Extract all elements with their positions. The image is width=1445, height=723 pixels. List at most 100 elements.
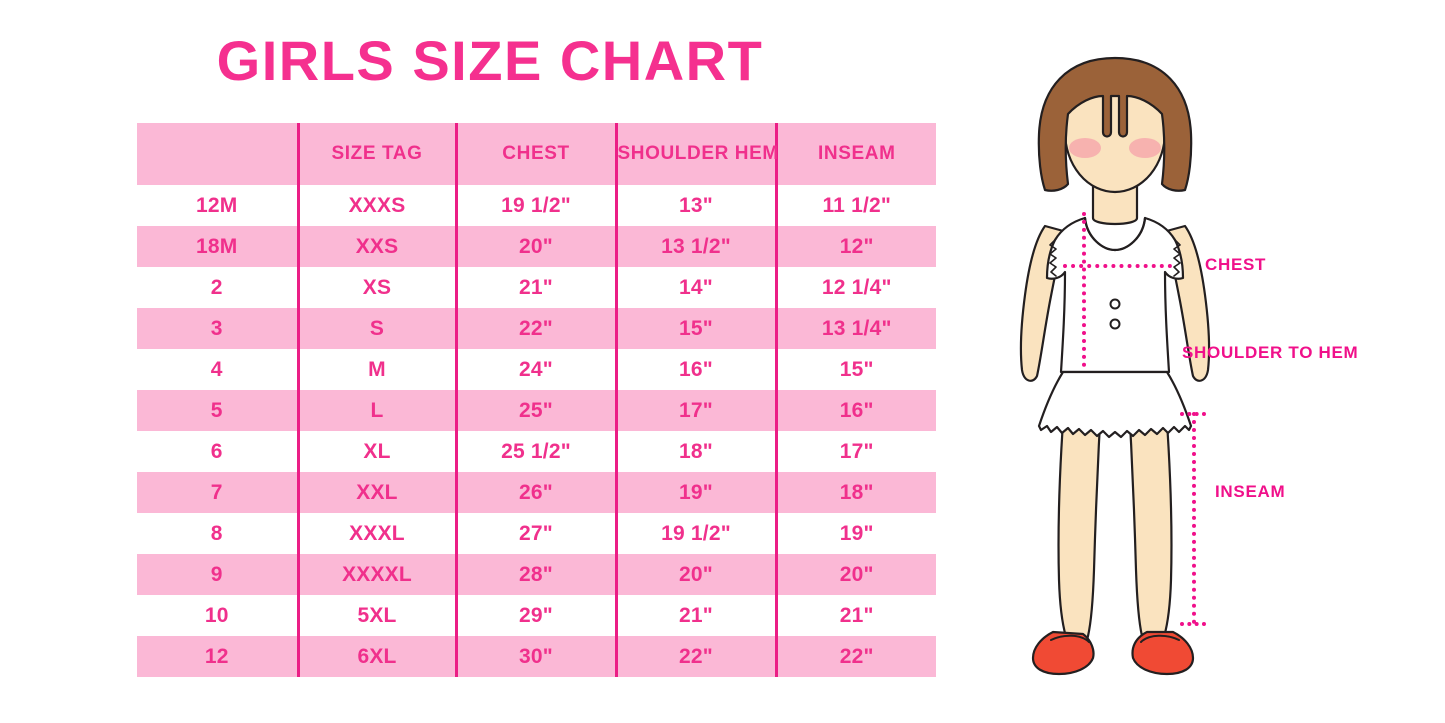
- column-header-chest: CHEST: [454, 123, 616, 185]
- cell-chest: 25 1/2": [454, 431, 616, 472]
- cell-inseam: 12": [774, 226, 936, 267]
- cell-size: 12M: [137, 185, 298, 226]
- table-row: 7 XXL 26" 19" 18": [137, 472, 936, 513]
- shoulder-to-hem-measure-guide: [1082, 212, 1086, 367]
- girl-illustration: [975, 40, 1255, 680]
- table-row: 3 S 22" 15" 13 1/4": [137, 308, 936, 349]
- shoulder-to-hem-measure-label: SHOULDER TO HEM: [1182, 343, 1359, 362]
- cell-inseam: 17": [774, 431, 936, 472]
- table-row: 6 XL 25 1/2" 18" 17": [137, 431, 936, 472]
- cell-shoulder-hem: 17": [614, 390, 776, 431]
- cell-shoulder-hem: 13": [614, 185, 776, 226]
- table-row: 10 5XL 29" 21" 21": [137, 595, 936, 636]
- table-header-row: SIZE TAG CHEST SHOULDER HEM INSEAM: [137, 123, 936, 185]
- shoe-right-shape: [1131, 630, 1195, 676]
- blush-right-icon: [1129, 138, 1161, 158]
- shoe-left-strap: [1050, 634, 1090, 643]
- cell-chest: 30": [454, 636, 616, 677]
- cell-inseam: 12 1/4": [774, 267, 936, 308]
- cell-shoulder-hem: 19 1/2": [614, 513, 776, 554]
- cell-inseam: 11 1/2": [774, 185, 936, 226]
- table-row: 9 XXXXL 28" 20" 20": [137, 554, 936, 595]
- cell-size-tag: XXS: [296, 226, 456, 267]
- cell-inseam: 15": [774, 349, 936, 390]
- cell-size-tag: XXXXL: [296, 554, 456, 595]
- cell-size-tag: S: [296, 308, 456, 349]
- cell-shoulder-hem: 13 1/2": [614, 226, 776, 267]
- sleeve-ruffle-left: [1049, 239, 1057, 277]
- table-body: 12M XXXS 19 1/2" 13" 11 1/2" 18M XXS 20" 13 1/2"…: [137, 185, 936, 677]
- cell-size-tag: M: [296, 349, 456, 390]
- table-row: 2 XS 21" 14" 12 1/4": [137, 267, 936, 308]
- cell-size: 4: [137, 349, 298, 390]
- cell-shoulder-hem: 16": [614, 349, 776, 390]
- inseam-measure-guide: [1192, 412, 1196, 624]
- button-bottom-icon: [1109, 318, 1121, 330]
- cell-chest: 19 1/2": [454, 185, 616, 226]
- cell-size: 12: [137, 636, 298, 677]
- cell-size: 10: [137, 595, 298, 636]
- cell-chest: 22": [454, 308, 616, 349]
- table-row: 12M XXXS 19 1/2" 13" 11 1/2": [137, 185, 936, 226]
- column-header-size: [137, 123, 298, 185]
- shoe-right-strap: [1140, 634, 1180, 643]
- button-top-icon: [1109, 298, 1121, 310]
- cell-chest: 28": [454, 554, 616, 595]
- cell-size: 3: [137, 308, 298, 349]
- cell-chest: 27": [454, 513, 616, 554]
- table-row: 4 M 24" 16" 15": [137, 349, 936, 390]
- cell-inseam: 18": [774, 472, 936, 513]
- cell-inseam: 21": [774, 595, 936, 636]
- cell-shoulder-hem: 20": [614, 554, 776, 595]
- sleeve-ruffle-right: [1173, 239, 1181, 277]
- inseam-measure-guide-top-tick: [1180, 412, 1206, 416]
- blouse-shape: [1045, 216, 1185, 374]
- cell-size: 18M: [137, 226, 298, 267]
- cell-size-tag: XXXL: [296, 513, 456, 554]
- cell-inseam: 20": [774, 554, 936, 595]
- cell-inseam: 13 1/4": [774, 308, 936, 349]
- cell-size: 8: [137, 513, 298, 554]
- cell-chest: 29": [454, 595, 616, 636]
- cell-size-tag: 6XL: [296, 636, 456, 677]
- cell-shoulder-hem: 14": [614, 267, 776, 308]
- size-chart-table: SIZE TAG CHEST SHOULDER HEM INSEAM 12M XX…: [137, 123, 936, 677]
- cell-size-tag: XXL: [296, 472, 456, 513]
- cell-size-tag: XL: [296, 431, 456, 472]
- cell-size: 5: [137, 390, 298, 431]
- cell-inseam: 16": [774, 390, 936, 431]
- cell-size: 9: [137, 554, 298, 595]
- table-row: 18M XXS 20" 13 1/2" 12": [137, 226, 936, 267]
- hair-shape: [1037, 56, 1193, 192]
- cell-chest: 26": [454, 472, 616, 513]
- column-header-shoulder-hem: SHOULDER HEM: [614, 123, 778, 185]
- cell-size-tag: L: [296, 390, 456, 431]
- cell-chest: 21": [454, 267, 616, 308]
- cell-size-tag: 5XL: [296, 595, 456, 636]
- cell-size-tag: XS: [296, 267, 456, 308]
- page-title: GIRLS SIZE CHART: [216, 29, 764, 92]
- cell-chest: 25": [454, 390, 616, 431]
- inseam-measure-label: INSEAM: [1215, 482, 1286, 501]
- cell-shoulder-hem: 21": [614, 595, 776, 636]
- cell-shoulder-hem: 19": [614, 472, 776, 513]
- table-row: 12 6XL 30" 22" 22": [137, 636, 936, 677]
- skirt-shape: [1037, 370, 1193, 439]
- table-row: 5 L 25" 17" 16": [137, 390, 936, 431]
- cell-inseam: 19": [774, 513, 936, 554]
- inseam-measure-guide-bottom-tick: [1180, 622, 1206, 626]
- cell-size: 2: [137, 267, 298, 308]
- chest-measure-guide: [1063, 264, 1172, 268]
- column-header-size-tag: SIZE TAG: [296, 123, 456, 185]
- shoe-left-shape: [1031, 630, 1095, 676]
- blush-left-icon: [1069, 138, 1101, 158]
- cell-chest: 24": [454, 349, 616, 390]
- cell-size: 6: [137, 431, 298, 472]
- chest-measure-label: CHEST: [1205, 255, 1267, 274]
- cell-shoulder-hem: 22": [614, 636, 776, 677]
- column-header-inseam: INSEAM: [774, 123, 936, 185]
- cell-shoulder-hem: 15": [614, 308, 776, 349]
- blouse-neckline: [1083, 216, 1147, 252]
- cell-shoulder-hem: 18": [614, 431, 776, 472]
- cell-size-tag: XXXS: [296, 185, 456, 226]
